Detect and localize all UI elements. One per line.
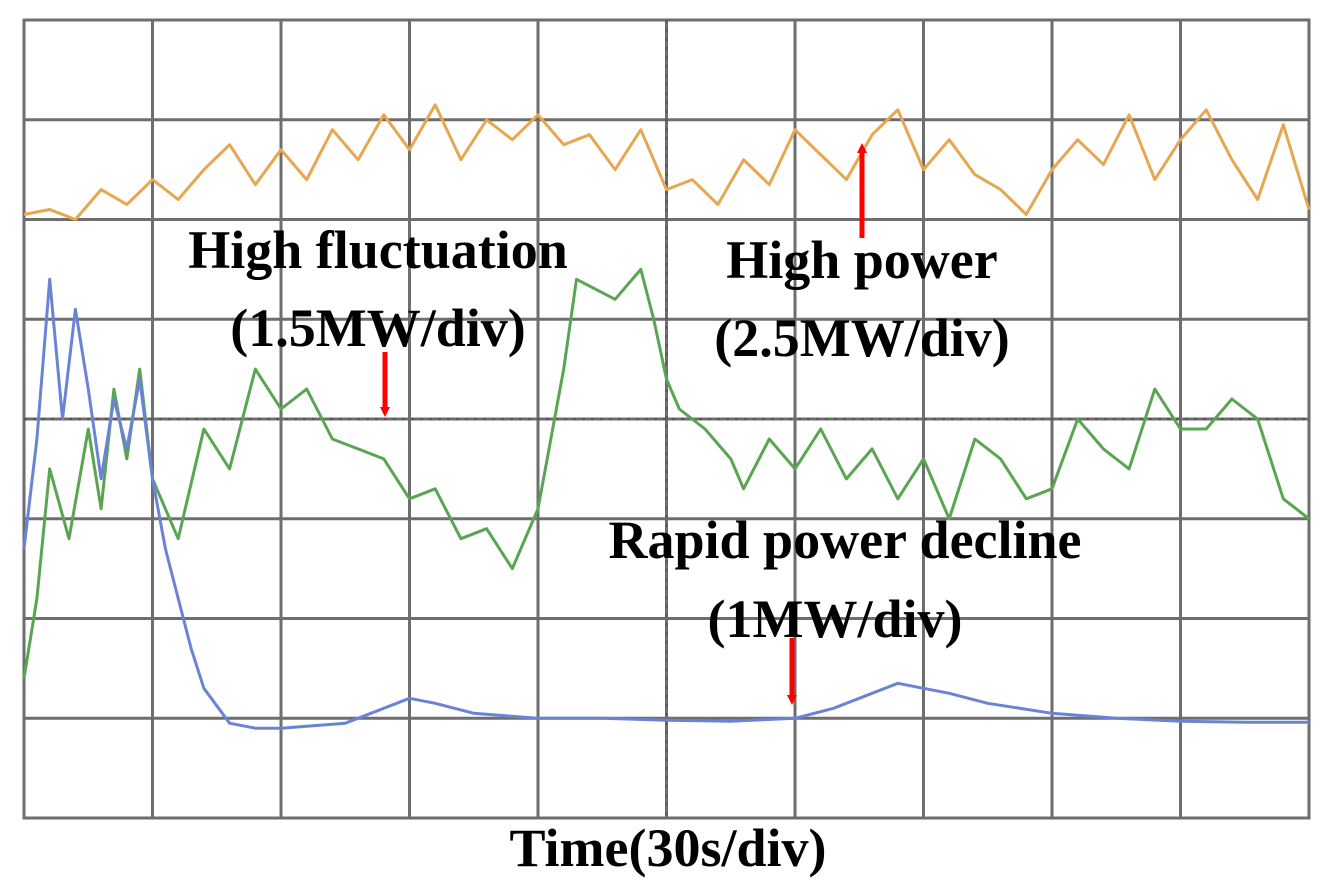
x-axis-label: Time(30s/div) xyxy=(509,818,826,878)
series-line-2 xyxy=(22,277,1309,730)
annotation-high-power: High power (2.5MW/div) xyxy=(714,143,1010,368)
plot-grid xyxy=(22,18,1311,820)
annotation-high-fluctuation-line1: High fluctuation xyxy=(188,220,568,280)
annotation-rapid-decline-line1: Rapid power decline xyxy=(608,510,1081,570)
annotation-high-power-line1: High power xyxy=(726,230,998,290)
annotation-rapid-decline: Rapid power decline (1MW/div) xyxy=(608,510,1082,705)
series-line-0 xyxy=(23,103,1311,221)
series-layer xyxy=(22,103,1311,730)
annotation-rapid-decline-line2: (1MW/div) xyxy=(708,589,963,649)
series-line-1 xyxy=(22,267,1310,679)
annotation-high-fluctuation: High fluctuation (1.5MW/div) xyxy=(188,220,568,417)
annotation-high-fluctuation-line2: (1.5MW/div) xyxy=(230,298,525,358)
annotation-high-power-line2: (2.5MW/div) xyxy=(714,308,1009,368)
